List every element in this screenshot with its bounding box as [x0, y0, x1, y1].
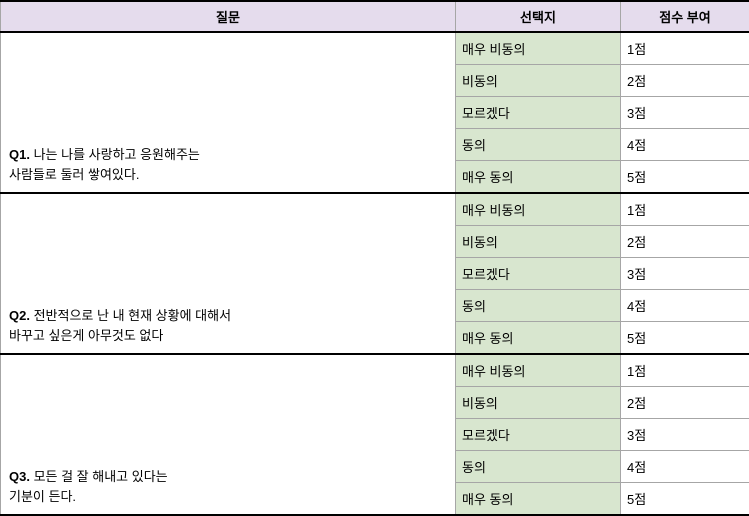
question-text: 모든 걸 잘 해내고 있다는 기분이 든다. [9, 469, 168, 504]
choice-cell: 매우 동의 [456, 322, 621, 355]
question-text: 전반적으로 난 내 현재 상황에 대해서 바꾸고 싶은게 아무것도 없다 [9, 308, 231, 343]
score-cell: 3점 [621, 97, 749, 129]
question-prefix: Q3. [9, 469, 30, 484]
question-prefix: Q1. [9, 147, 30, 162]
score-cell: 4점 [621, 129, 749, 161]
choice-cell: 매우 비동의 [456, 354, 621, 387]
question-cell: Q1. 나는 나를 사랑하고 응원해주는 사람들로 둘러 쌓여있다. [1, 32, 456, 193]
choice-cell: 비동의 [456, 387, 621, 419]
header-question: 질문 [1, 1, 456, 32]
choice-cell: 매우 동의 [456, 161, 621, 194]
question-cell: Q3. 모든 걸 잘 해내고 있다는 기분이 든다. [1, 354, 456, 515]
choice-cell: 동의 [456, 290, 621, 322]
question-text: 나는 나를 사랑하고 응원해주는 사람들로 둘러 쌓여있다. [9, 147, 200, 182]
choice-cell: 동의 [456, 451, 621, 483]
choice-cell: 비동의 [456, 226, 621, 258]
score-cell: 2점 [621, 387, 749, 419]
score-cell: 4점 [621, 290, 749, 322]
score-cell: 3점 [621, 258, 749, 290]
choice-cell: 동의 [456, 129, 621, 161]
header-score: 점수 부여 [621, 1, 749, 32]
choice-cell: 매우 비동의 [456, 32, 621, 65]
choice-cell: 모르겠다 [456, 97, 621, 129]
score-cell: 1점 [621, 32, 749, 65]
score-cell: 1점 [621, 193, 749, 226]
table-row: Q1. 나는 나를 사랑하고 응원해주는 사람들로 둘러 쌓여있다.매우 비동의… [1, 32, 749, 65]
score-cell: 1점 [621, 354, 749, 387]
choice-cell: 모르겠다 [456, 258, 621, 290]
choice-cell: 매우 동의 [456, 483, 621, 516]
header-choice: 선택지 [456, 1, 621, 32]
score-cell: 5점 [621, 161, 749, 194]
score-cell: 5점 [621, 483, 749, 516]
survey-table-container: 질문 선택지 점수 부여 Q1. 나는 나를 사랑하고 응원해주는 사람들로 둘… [0, 0, 749, 516]
choice-cell: 매우 비동의 [456, 193, 621, 226]
table-row: Q3. 모든 걸 잘 해내고 있다는 기분이 든다.매우 비동의1점 [1, 354, 749, 387]
header-row: 질문 선택지 점수 부여 [1, 1, 749, 32]
question-cell: Q2. 전반적으로 난 내 현재 상황에 대해서 바꾸고 싶은게 아무것도 없다 [1, 193, 456, 354]
question-prefix: Q2. [9, 308, 30, 323]
choice-cell: 모르겠다 [456, 419, 621, 451]
score-cell: 5점 [621, 322, 749, 355]
score-cell: 3점 [621, 419, 749, 451]
choice-cell: 비동의 [456, 65, 621, 97]
score-cell: 4점 [621, 451, 749, 483]
table-row: Q2. 전반적으로 난 내 현재 상황에 대해서 바꾸고 싶은게 아무것도 없다… [1, 193, 749, 226]
survey-table: 질문 선택지 점수 부여 Q1. 나는 나를 사랑하고 응원해주는 사람들로 둘… [0, 0, 749, 516]
score-cell: 2점 [621, 65, 749, 97]
score-cell: 2점 [621, 226, 749, 258]
